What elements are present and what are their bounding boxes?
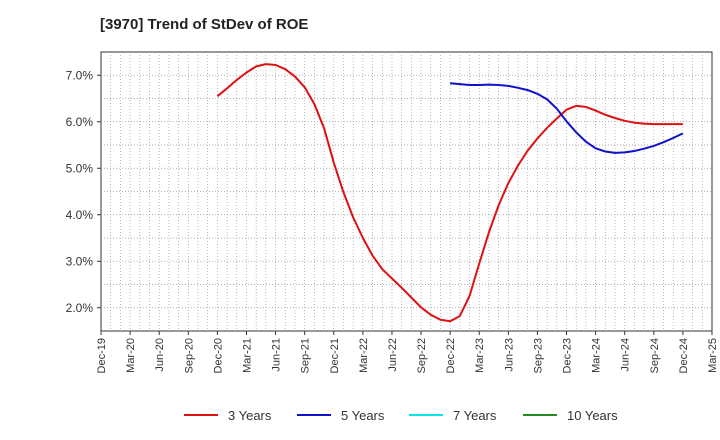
x-tick-label: Sep-22 <box>416 338 428 373</box>
x-tick-label: Mar-21 <box>241 338 253 373</box>
x-tick-label: Dec-23 <box>562 338 574 373</box>
x-tick-label: Jun-20 <box>154 338 166 372</box>
legend-swatch-1 <box>297 414 331 416</box>
x-tick-label: Sep-20 <box>183 338 195 373</box>
legend: 3 Years 5 Years 7 Years 10 Years <box>0 404 720 426</box>
x-tick-label: Mar-20 <box>125 338 137 373</box>
legend-item-0: 3 Years <box>184 404 271 426</box>
x-tick-label: Dec-20 <box>212 338 224 373</box>
x-tick-label: Sep-23 <box>532 338 544 373</box>
x-tick-label: Jun-21 <box>271 338 283 372</box>
chart-title: [3970] Trend of StDev of ROE <box>100 16 309 33</box>
x-tick-label: Dec-24 <box>678 338 690 373</box>
series-line-0 <box>216 63 683 323</box>
x-tick-label: Dec-21 <box>329 338 341 373</box>
x-tick-label: Dec-19 <box>96 338 108 373</box>
x-tick-label: Mar-22 <box>358 338 370 373</box>
x-tick-label: Mar-24 <box>591 338 603 373</box>
x-tick-label: Mar-23 <box>474 338 486 373</box>
legend-label-2: 7 Years <box>453 407 497 423</box>
x-tick-label: Sep-24 <box>649 338 661 373</box>
y-axis: 2.0% 3.0% 4.0% 5.0% 6.0% 7.0% <box>66 68 101 315</box>
x-tick-label: Sep-21 <box>300 338 312 373</box>
x-tick-label: Mar-25 <box>707 338 719 373</box>
x-tick-label: Dec-22 <box>445 338 457 373</box>
legend-swatch-3 <box>523 414 557 416</box>
legend-swatch-2 <box>409 414 443 416</box>
series-line-1 <box>450 82 684 154</box>
x-tick-label: Jun-22 <box>387 338 399 372</box>
y-tick-label: 6.0% <box>66 115 94 129</box>
y-tick-label: 4.0% <box>66 208 94 222</box>
legend-label-0: 3 Years <box>228 407 272 423</box>
x-tick-label: Jun-24 <box>620 338 632 372</box>
legend-label-3: 10 Years <box>567 407 618 423</box>
legend-item-3: 10 Years <box>523 404 618 426</box>
legend-swatch-0 <box>184 414 218 416</box>
legend-label-1: 5 Years <box>341 407 385 423</box>
y-tick-label: 3.0% <box>66 254 94 268</box>
plot-area <box>100 51 713 332</box>
y-tick-label: 5.0% <box>66 161 94 175</box>
y-tick-label: 2.0% <box>66 301 94 315</box>
series-group <box>216 63 684 323</box>
y-tick-label: 7.0% <box>66 68 94 82</box>
x-axis: Dec-19 Mar-20 Jun-20 Sep-20 Dec-20 Mar-21 Jun-… <box>96 331 719 373</box>
x-tick-label: Jun-23 <box>503 338 515 372</box>
legend-item-2: 7 Years <box>409 404 496 426</box>
legend-item-1: 5 Years <box>297 404 384 426</box>
